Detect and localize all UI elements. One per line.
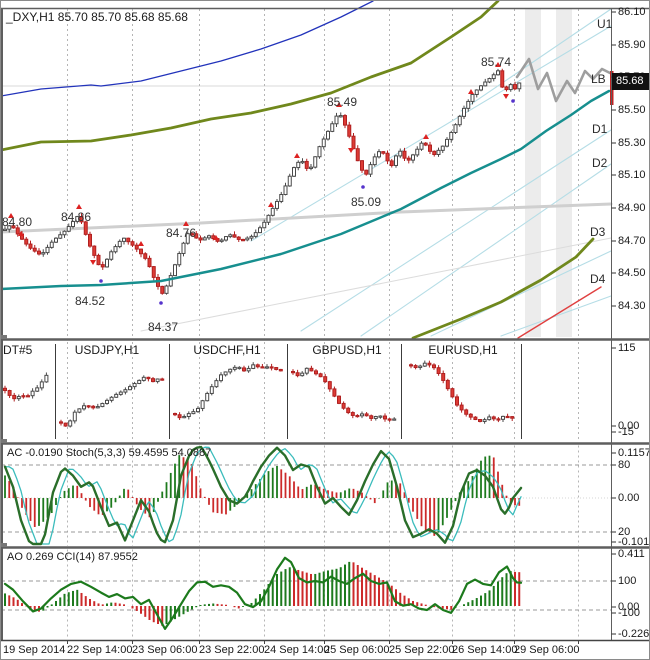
time-label: 25 Sep 22:00 xyxy=(389,644,455,656)
ac-stoch-axis-tick: 80 xyxy=(618,459,631,471)
ao-cci-axis-tick: -0.226 xyxy=(618,628,650,640)
symbol-label: USDJPY,H1 xyxy=(74,343,140,357)
time-label: 24 Sep 14:00 xyxy=(264,644,330,656)
time-label: 23 Sep 22:00 xyxy=(199,644,265,656)
symbol-label: GBPUSD,H1 xyxy=(312,343,382,357)
price-axis-tick: 86.10 xyxy=(618,6,646,18)
time-label: 22 Sep 14:00 xyxy=(67,644,133,656)
price-annotation: 85.74 xyxy=(481,55,512,69)
symbol-label: DT#5 xyxy=(3,343,33,357)
ao-cci-axis-tick: -100 xyxy=(618,607,641,619)
time-label: 23 Sep 06:00 xyxy=(132,644,198,656)
symbols-axis-tick: 0.00 xyxy=(618,420,640,432)
ac-stoch-axis-tick: -0.1015 xyxy=(618,536,650,548)
time-label: 19 Sep 2014 xyxy=(3,644,66,656)
time-label: 25 Sep 06:00 xyxy=(324,644,390,656)
price-annotation: 84.37 xyxy=(148,320,179,334)
price-annotation: 84.52 xyxy=(75,294,106,308)
band-label-u1: U1 xyxy=(597,17,613,31)
ao-cci-axis-tick: 100 xyxy=(618,575,637,587)
time-label: 26 Sep 14:00 xyxy=(452,644,518,656)
ac-stoch-axis-tick: 20 xyxy=(618,526,631,538)
ac-stoch-axis-tick: 0.1157 xyxy=(618,447,650,459)
symbol-label: USDCHF,H1 xyxy=(193,343,261,357)
band-label-d1: D1 xyxy=(592,122,608,136)
price-axis-tick: 85.90 xyxy=(618,39,646,51)
band-label-lb: LB xyxy=(591,72,606,86)
price-annotation: 85.09 xyxy=(351,195,382,209)
price-annotation: 84.86 xyxy=(61,210,92,224)
ao-cci-axis-tick: 0.411 xyxy=(618,548,645,560)
indicator-label-ao-cci: AO 0.269 CCI(14) 87.9552 xyxy=(7,551,138,563)
symbol-label: EURUSD,H1 xyxy=(428,343,498,357)
indicator-label-ac-stoch: AC -0.0190 Stoch(5,3,3) 59.4595 54.0887 xyxy=(7,447,212,459)
price-annotation: 85.49 xyxy=(327,95,358,109)
band-label-d4: D4 xyxy=(590,272,606,286)
symbols-axis-tick: 115 xyxy=(618,342,636,354)
chart-title: _DXY,H1 85.70 85.70 85.68 85.68 xyxy=(6,10,188,24)
ac-stoch-axis-tick: 0.00 xyxy=(618,492,640,504)
ao-cci-axis-tick: 0.00 xyxy=(618,601,640,613)
current-price-tag: 85.68 xyxy=(612,73,649,90)
price-annotation: 84.76 xyxy=(166,226,197,240)
price-annotation: 84.80 xyxy=(2,215,33,229)
time-label: 29 Sep 06:00 xyxy=(514,644,580,656)
price-axis-tick: 84.90 xyxy=(618,202,646,214)
price-axis-tick: 84.70 xyxy=(618,235,646,247)
price-axis-tick: 85.50 xyxy=(618,104,646,116)
current-price-value: 85.68 xyxy=(616,75,644,87)
price-axis-tick: 84.30 xyxy=(618,300,646,312)
price-axis-tick: 85.10 xyxy=(618,169,646,181)
band-label-d2: D2 xyxy=(592,156,608,170)
symbols-axis-tick: -15 xyxy=(618,426,634,438)
band-label-d3: D3 xyxy=(590,225,606,239)
price-axis-tick: 85.30 xyxy=(618,137,646,149)
price-axis-tick: 84.50 xyxy=(618,267,646,279)
